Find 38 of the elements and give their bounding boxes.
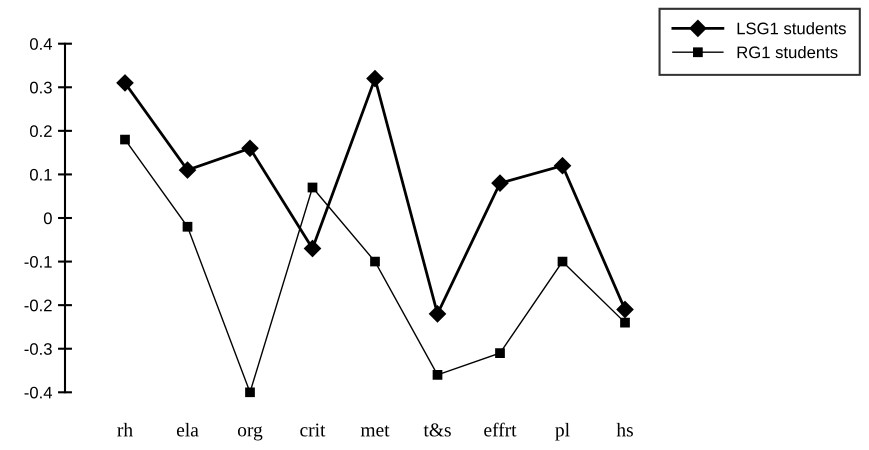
x-tick-label: rh	[117, 422, 133, 436]
point	[554, 157, 572, 174]
point	[370, 256, 380, 266]
y-tick-label: 0.4	[30, 38, 52, 50]
point	[558, 256, 568, 266]
x-tick-label: ela	[176, 422, 199, 437]
point	[616, 300, 634, 318]
x-tick-label: crit	[300, 423, 326, 437]
point	[495, 348, 505, 358]
point	[116, 74, 134, 92]
y-tick-label: 0.3	[30, 82, 52, 94]
x-tick-label: org	[238, 426, 262, 440]
point	[120, 134, 130, 144]
point	[178, 162, 196, 179]
point	[245, 387, 255, 398]
x-tick-label: effrt	[484, 422, 516, 437]
y-tick-label: -0.1	[24, 256, 52, 268]
y-tick-label: -0.4	[24, 386, 52, 399]
point	[304, 240, 322, 258]
x-tick-label: hs	[616, 422, 633, 437]
y-tick-label: 0.1	[30, 168, 52, 181]
x-tick-label: t&s	[424, 423, 451, 437]
point	[308, 182, 318, 192]
legend-label: RG1 students	[738, 46, 838, 58]
x-tick-label: met	[360, 425, 390, 437]
y-tick-label: 0	[44, 212, 52, 224]
point	[241, 140, 259, 157]
y-tick-label: 0.2	[30, 125, 52, 138]
y-tick-label: -0.3	[24, 343, 52, 355]
point	[432, 370, 442, 380]
point	[491, 174, 509, 192]
point	[182, 222, 192, 232]
x-tick-label: pl	[555, 422, 570, 440]
point	[366, 70, 384, 88]
point	[428, 305, 446, 322]
point	[620, 318, 630, 328]
y-tick-label: -0.2	[24, 300, 52, 312]
legend-label: LSG1 students	[738, 22, 846, 34]
